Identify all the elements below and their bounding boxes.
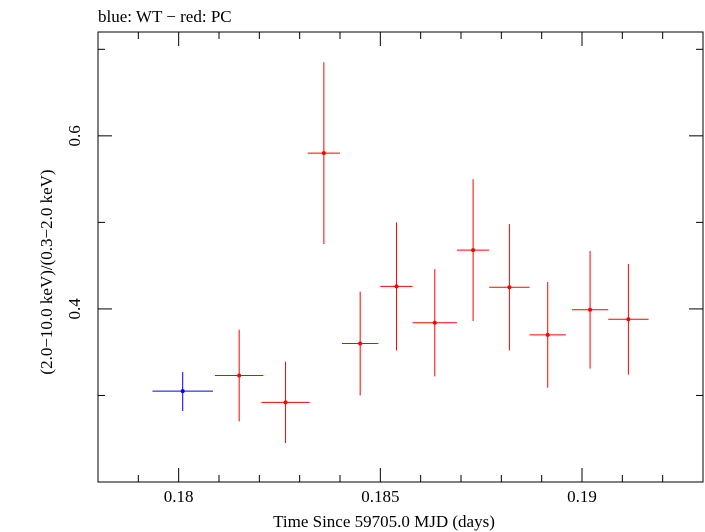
- data-point-wt: [152, 372, 213, 412]
- data-point-pc: [529, 282, 566, 388]
- data-point-pc: [571, 250, 609, 369]
- data-marker: [394, 284, 399, 289]
- data-marker: [471, 248, 476, 253]
- x-tick-label: 0.185: [361, 487, 399, 506]
- y-tick-label: 0.6: [65, 125, 84, 146]
- data-marker: [283, 400, 288, 405]
- data-points: [152, 62, 649, 444]
- data-point-pc: [307, 62, 340, 245]
- data-point-pc: [456, 179, 490, 322]
- data-point-pc: [342, 291, 379, 396]
- data-marker: [588, 307, 593, 312]
- data-point-pc: [489, 224, 530, 351]
- data-point-pc: [608, 263, 649, 375]
- data-marker: [358, 341, 363, 346]
- axis-tick-labels: 0.18 0.185 0.19 0.4 0.6: [65, 125, 597, 506]
- data-marker: [180, 389, 185, 394]
- data-marker: [321, 151, 326, 156]
- data-marker: [507, 285, 512, 290]
- x-tick-label: 0.18: [164, 487, 194, 506]
- data-point-pc: [214, 329, 264, 422]
- y-axis-label: (2.0−10.0 keV)/(0.3−2.0 keV): [37, 169, 56, 374]
- chart-title: blue: WT − red: PC: [98, 7, 232, 26]
- data-marker: [432, 320, 437, 325]
- plot-frame: [97, 31, 704, 483]
- data-marker: [545, 332, 550, 337]
- y-tick-label: 0.4: [65, 298, 84, 320]
- data-marker: [626, 317, 631, 322]
- data-point-pc: [380, 222, 413, 351]
- data-point-pc: [261, 361, 310, 444]
- x-tick-label: 0.19: [567, 487, 597, 506]
- axis-ticks: [98, 32, 703, 482]
- x-axis-label: Time Since 59705.0 MJD (days): [273, 512, 495, 531]
- data-marker: [237, 373, 242, 378]
- data-point-pc: [412, 269, 457, 377]
